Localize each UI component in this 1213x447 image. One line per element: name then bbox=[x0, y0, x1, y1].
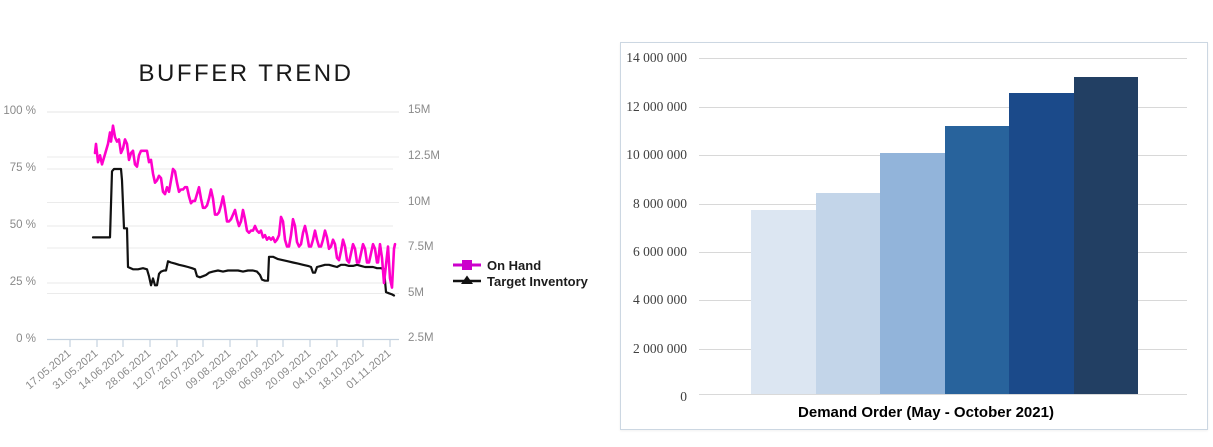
target-inventory-marker-icon bbox=[453, 275, 481, 284]
left-axis-tick-100: 100 % bbox=[3, 105, 36, 117]
bar-y-tick-0: 0 bbox=[680, 389, 687, 404]
target-inventory-line bbox=[91, 167, 396, 297]
right-axis-tick-2-5m: 2.5M bbox=[408, 332, 434, 344]
bar-y-tick-12m: 12 000 000 bbox=[626, 99, 687, 114]
left-axis-tick-0: 0 % bbox=[16, 333, 36, 345]
bar-6 bbox=[1073, 76, 1138, 394]
left-axis-tick-25: 25 % bbox=[9, 276, 36, 288]
left-axis-tick-75: 75 % bbox=[9, 162, 36, 174]
legend-label: On Hand bbox=[487, 257, 542, 273]
on-hand-marker-icon bbox=[453, 260, 481, 270]
bar-2 bbox=[815, 193, 880, 394]
right-axis-tick-10m: 10M bbox=[408, 196, 431, 208]
on-hand-line bbox=[93, 124, 397, 289]
legend-item-on-hand: On Hand bbox=[452, 257, 588, 273]
bar-group bbox=[751, 76, 1138, 394]
left-axis-tick-50: 50 % bbox=[9, 219, 36, 231]
bar-3 bbox=[880, 153, 945, 394]
bar-y-tick-8m: 8 000 000 bbox=[633, 196, 687, 211]
bar-y-tick-6m: 6 000 000 bbox=[633, 244, 687, 259]
legend-item-target-inventory: Target Inventory bbox=[452, 273, 588, 289]
buffer-trend-plot bbox=[47, 111, 399, 347]
gridline bbox=[699, 58, 1187, 59]
bar-y-tick-4m: 4 000 000 bbox=[633, 292, 687, 307]
right-axis-tick-5m: 5M bbox=[408, 287, 424, 299]
buffer-trend-title: BUFFER TREND bbox=[138, 60, 354, 87]
legend-label: Target Inventory bbox=[487, 273, 588, 289]
x-axis-baseline bbox=[699, 394, 1187, 395]
legend: On Hand Target Inventory bbox=[452, 257, 588, 289]
right-axis-tick-7-5m: 7.5M bbox=[408, 241, 434, 253]
demand-order-chart: 14 000 000 12 000 000 10 000 000 8 000 0… bbox=[620, 42, 1208, 430]
bar-1 bbox=[751, 210, 816, 394]
x-axis-title: Demand Order (May - October 2021) bbox=[798, 404, 1054, 421]
bar-y-tick-14m: 14 000 000 bbox=[626, 50, 687, 65]
bar-5 bbox=[1009, 92, 1074, 394]
gridline bbox=[699, 106, 1187, 108]
bar-4 bbox=[944, 126, 1009, 394]
right-axis-tick-15m: 15M bbox=[408, 104, 431, 116]
bar-y-tick-10m: 10 000 000 bbox=[626, 147, 687, 162]
bar-y-tick-2m: 2 000 000 bbox=[633, 341, 687, 356]
right-axis-tick-12-5m: 12.5M bbox=[408, 150, 440, 162]
x-axis-ticks bbox=[69, 340, 391, 347]
